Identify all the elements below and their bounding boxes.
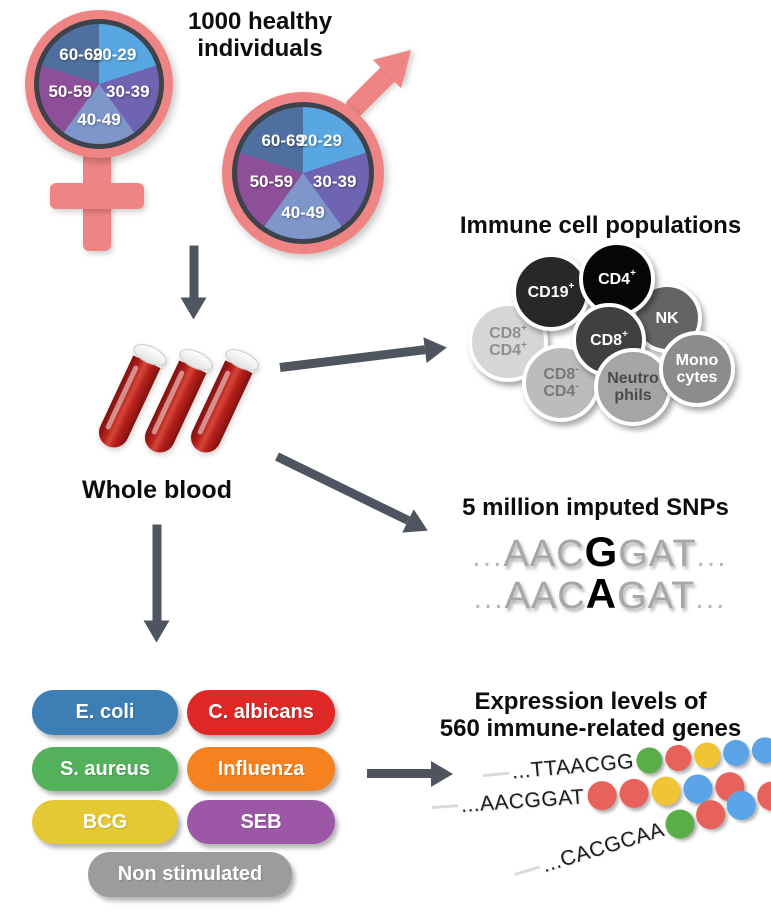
arrow-stimuli-to-expression [367,769,431,778]
expression-title-line2: 560 immune-related genes [439,715,742,742]
expression-dot [586,780,618,812]
strand-line [431,804,459,809]
whole-blood-label: Whole blood [82,476,232,504]
cohort-title-line2: individuals [197,35,323,62]
snps-title: 5 million imputed SNPs [462,494,729,521]
expression-dot [693,741,722,770]
age-label-30-39: 30-39 [312,172,357,192]
age-label-20-29: 20-29 [298,131,342,151]
gene-sequence: ...AACGGAT [460,784,586,817]
stimulus-bcg: BCG [32,800,178,844]
cell-label: CD19+ [527,281,575,301]
arrow-cohort-to-blood [189,245,199,298]
male-pie-ring: 20-29 30-39 40-49 50-59 60-69 [232,102,374,244]
cohort-title: 1000 healthy individuals [170,8,350,62]
expression-dot [618,777,650,809]
age-label-60-69: 60-69 [59,45,103,65]
expression-dot [722,738,751,767]
expression-dot [650,775,682,807]
snp-sequence-1: ...AACGGAT... [472,528,728,575]
age-label-50-59: 50-59 [249,172,294,192]
stimulus-e-coli: E. coli [32,690,178,735]
male-age-pie: 20-29 30-39 40-49 50-59 60-69 [237,107,369,239]
snp-allele: A [585,570,618,617]
expression-dot [751,736,771,765]
expression-dot [754,777,771,814]
cell-label: CD8+ [590,329,628,349]
stimulus-non-stimulated: Non stimulated [88,852,292,897]
cell-label: CD4+ [598,268,636,288]
snp-allele: G [584,528,619,575]
arrow-blood-to-cells [279,345,426,372]
age-label-40-49: 40-49 [281,202,325,222]
age-label-50-59: 50-59 [48,82,92,102]
cell-label: CD8+ CD4+ [489,322,527,359]
strand-line [482,771,510,777]
age-label-20-29: 20-29 [92,45,137,65]
female-symbol: 20-29 30-39 40-49 50-59 60-69 [25,10,173,158]
expression-dot [635,746,664,775]
immune-cells-title: Immune cell populations [459,212,742,239]
age-label-30-39: 30-39 [106,82,150,102]
expression-dot [662,805,699,843]
cell-label: CD8- CD4- [543,363,579,400]
cell-monocytes: Mono cytes [659,331,735,407]
cell-neutrophils: Neutro phils [594,348,672,426]
female-pie-ring: 20-29 30-39 40-49 50-59 60-69 [34,19,164,149]
stimulus-influenza: Influenza [187,747,335,791]
age-label-60-69: 60-69 [261,131,305,151]
male-symbol: 20-29 30-39 40-49 50-59 60-69 [222,92,384,254]
arrow-blood-to-snps [275,452,411,525]
gene-sequence: ...CACGCAA [539,817,667,877]
strand-line [514,865,541,876]
snp-sequence-2: ...AACAGAT... [473,570,727,617]
cell-label: Neutro phils [607,370,659,404]
expression-title: Expression levels of 560 immune-related … [410,688,771,742]
cohort-title-line1: 1000 healthy [187,8,333,35]
female-cross-horizontal [50,183,144,209]
cell-label: Mono cytes [675,352,719,386]
female-age-pie: 20-29 30-39 40-49 50-59 60-69 [39,24,159,144]
arrow-blood-to-stimuli [152,524,162,621]
cell-cd8neg-cd4neg: CD8- CD4- [522,344,600,422]
age-label-40-49: 40-49 [77,110,121,129]
expression-dot [664,743,693,772]
stimulus-s-aureus: S. aureus [32,747,178,791]
cell-label: NK [655,309,679,327]
stimulus-c-albicans: C. albicans [187,690,335,735]
stimulus-seb: SEB [187,800,335,844]
expression-title-line1: Expression levels of [474,688,707,715]
